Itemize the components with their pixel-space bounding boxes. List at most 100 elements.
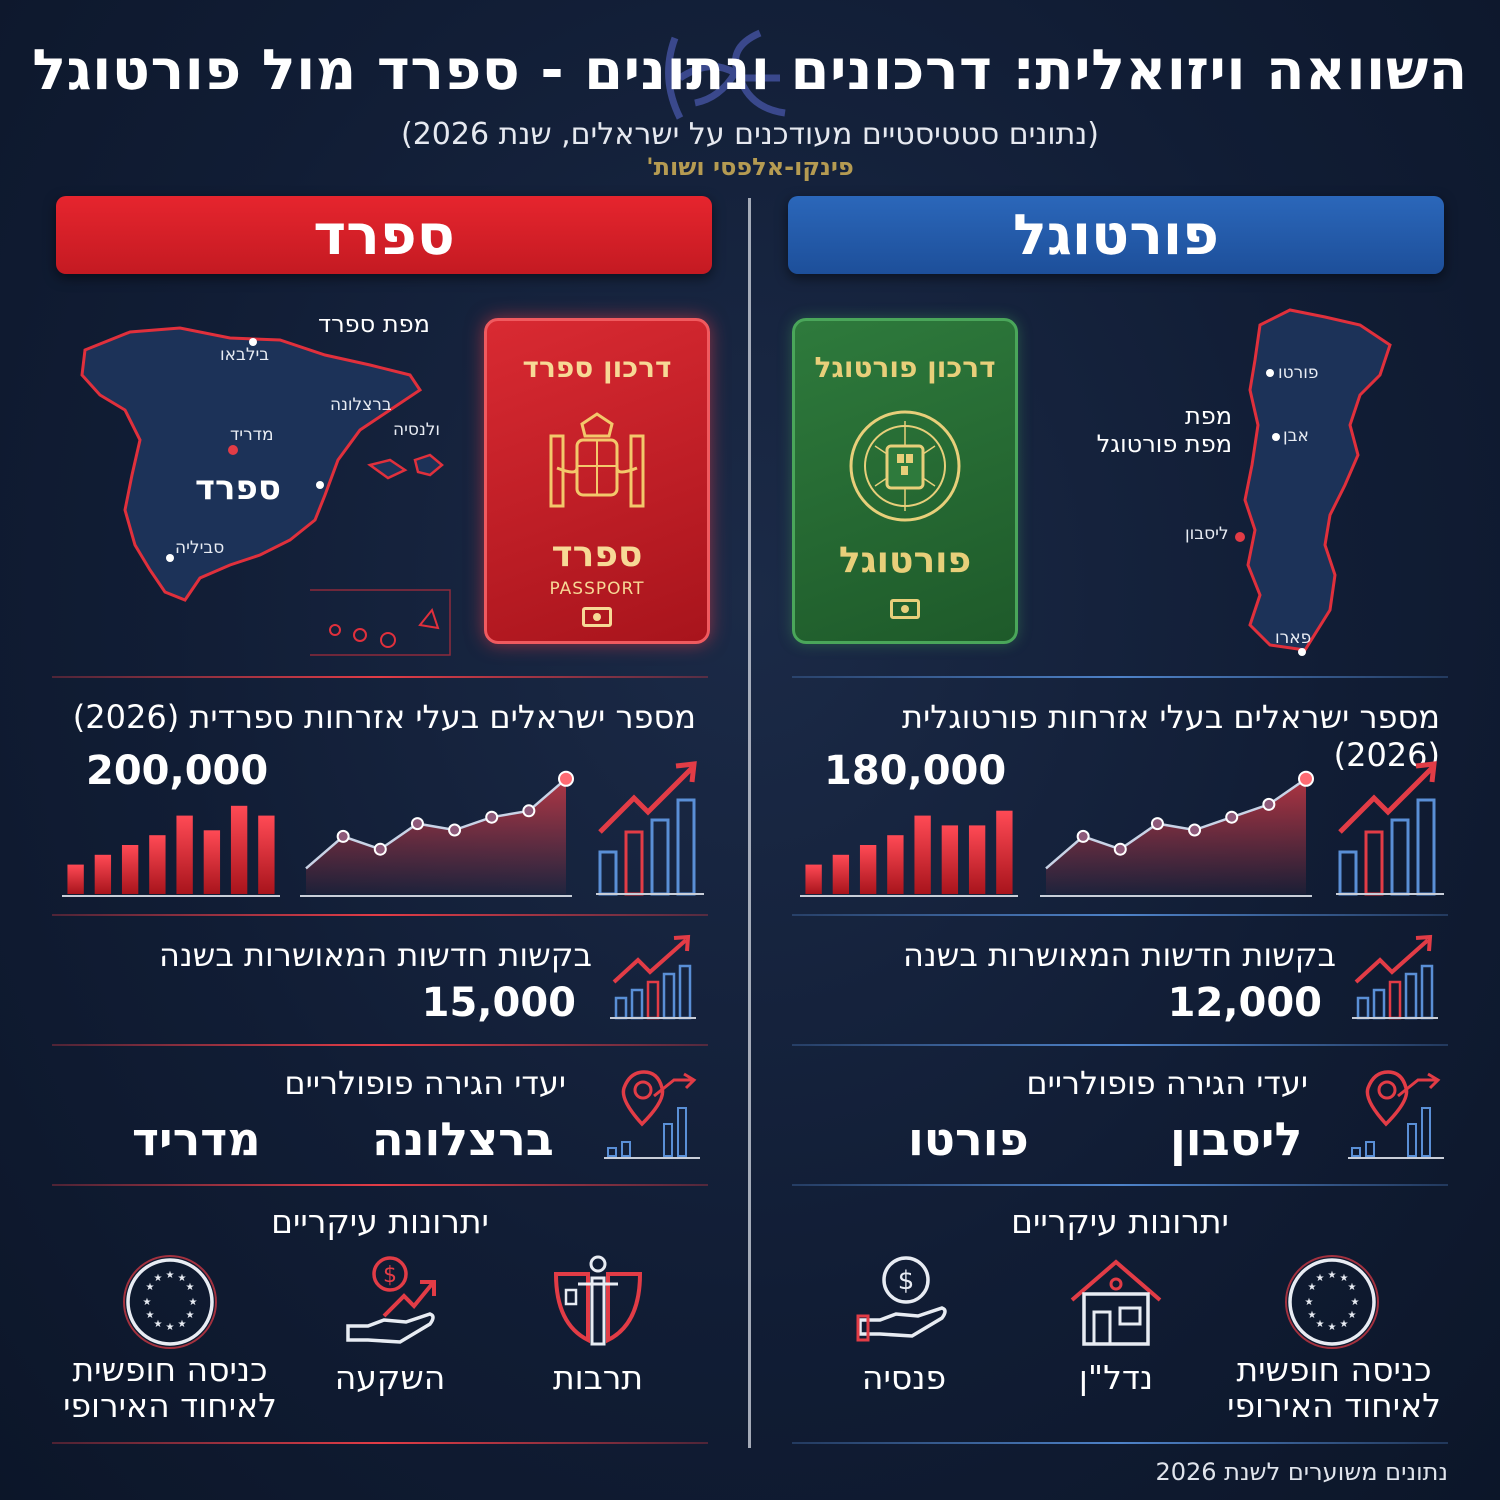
section-divider bbox=[52, 1184, 708, 1186]
eu-stars-icon: ★ ★★★ ★★★★ ★★★★ bbox=[1285, 1255, 1379, 1349]
svg-text:★: ★ bbox=[1316, 1273, 1325, 1284]
svg-text:★: ★ bbox=[143, 1297, 152, 1308]
section-divider bbox=[792, 914, 1448, 916]
portugal-city-label: ליסבון bbox=[1185, 524, 1229, 544]
chart-point bbox=[1225, 810, 1239, 824]
culture-icon bbox=[553, 1255, 643, 1346]
svg-text:★: ★ bbox=[1305, 1297, 1314, 1308]
svg-text:★: ★ bbox=[146, 1282, 155, 1293]
spain-advantage-label: השקעה bbox=[334, 1358, 446, 1397]
portugal-map-caption-line2: מפת פורטוגל bbox=[1096, 430, 1232, 458]
svg-text:★: ★ bbox=[154, 1273, 163, 1284]
spain-destinations-label: יעדי הגירה פופולריים bbox=[284, 1064, 566, 1102]
credit-text: פינקו-אלפסי ושות' bbox=[646, 153, 854, 181]
growth-chart-icon bbox=[1336, 761, 1444, 896]
spain-city-label: ברצלונה bbox=[330, 395, 392, 415]
chart-point bbox=[485, 810, 499, 824]
investment-icon: $ bbox=[346, 1256, 436, 1344]
spain-advantages-label: יתרונות עיקריים bbox=[271, 1202, 489, 1241]
section-divider bbox=[792, 1044, 1448, 1046]
portugal-destination-city: ליסבון bbox=[1170, 1112, 1303, 1166]
spain-requests-label: בקשות חדשות המאושרות בשנה bbox=[158, 936, 592, 974]
chart-bar bbox=[968, 825, 986, 894]
section-divider bbox=[52, 1044, 708, 1046]
svg-text:★: ★ bbox=[166, 1322, 175, 1333]
page-title: השוואה ויזואלית: דרכונים ונתונים - ספרד … bbox=[32, 38, 1468, 103]
svg-text:★: ★ bbox=[1348, 1310, 1357, 1321]
chart-point bbox=[336, 829, 350, 843]
portugal-advantages-label: יתרונות עיקריים bbox=[1011, 1202, 1229, 1241]
location-growth-icon bbox=[604, 1070, 700, 1159]
svg-text:$: $ bbox=[898, 1266, 915, 1296]
svg-text:★: ★ bbox=[146, 1310, 155, 1321]
spain-advantage-label: תרבות bbox=[552, 1358, 644, 1397]
portugal-city-label: אבן bbox=[1283, 426, 1309, 446]
svg-text:★: ★ bbox=[1308, 1282, 1317, 1293]
portugal-map bbox=[1235, 308, 1392, 656]
spain-destination-city: מדריד bbox=[132, 1112, 261, 1166]
section-divider bbox=[792, 1442, 1448, 1444]
spain-city-label: סביליה bbox=[175, 538, 225, 558]
svg-text:★: ★ bbox=[178, 1319, 187, 1330]
section-divider bbox=[52, 676, 708, 678]
spain-requests-value: 15,000 bbox=[421, 980, 576, 1026]
spain-city-label: ולנסיה bbox=[393, 420, 441, 440]
spain-advantage-label: כניסה חופשית לאיחוד האירופי bbox=[63, 1350, 277, 1426]
chart-area-fill bbox=[1046, 778, 1306, 894]
spain-destination-city: ברצלונה bbox=[372, 1112, 554, 1166]
chart-point bbox=[522, 804, 536, 818]
portugal-area-chart bbox=[1040, 770, 1314, 897]
spain-citizens-value: 200,000 bbox=[86, 748, 269, 794]
portugal-requests-label: בקשות חדשות המאושרות בשנה bbox=[902, 936, 1336, 974]
svg-text:$: $ bbox=[383, 1263, 397, 1288]
svg-text:★: ★ bbox=[166, 1270, 175, 1281]
svg-text:★: ★ bbox=[186, 1310, 195, 1321]
chart-bar bbox=[941, 825, 959, 894]
spain-city-label: בילבאו bbox=[220, 345, 270, 365]
chart-point bbox=[1076, 829, 1090, 843]
portugal-map-caption: מפת מפת פורטוגל bbox=[1090, 402, 1232, 458]
spain-map-name: ספרד bbox=[195, 468, 281, 508]
chart-area-fill bbox=[306, 778, 566, 894]
portugal-destinations-label: יעדי הגירה פופולריים bbox=[1026, 1064, 1308, 1102]
chart-bar bbox=[258, 815, 275, 894]
section-divider bbox=[52, 1442, 708, 1444]
chart-point bbox=[1188, 823, 1202, 837]
chart-bar bbox=[805, 864, 822, 894]
spain-coat-of-arms-icon bbox=[549, 412, 645, 508]
portugal-passport-title: דרכון פורטוגל bbox=[814, 351, 996, 384]
biometric-chip-icon bbox=[890, 599, 920, 619]
portugal-map-caption-line1: מפת bbox=[1184, 402, 1232, 430]
svg-text:★: ★ bbox=[1340, 1319, 1349, 1330]
svg-text:★: ★ bbox=[1328, 1322, 1337, 1333]
chart-point bbox=[448, 823, 462, 837]
portugal-banner: פורטוגל bbox=[788, 196, 1444, 274]
chart-point bbox=[1262, 797, 1276, 811]
chart-bar bbox=[67, 864, 84, 894]
spain-passport-title: דרכון ספרד bbox=[522, 351, 672, 384]
page-subtitle: (נתונים סטטיסטיים מעודכנים על ישראלים, ש… bbox=[400, 117, 1100, 152]
svg-text:★: ★ bbox=[1348, 1282, 1357, 1293]
chart-bar bbox=[176, 815, 193, 894]
house-icon bbox=[1070, 1259, 1162, 1346]
svg-text:★: ★ bbox=[178, 1273, 187, 1284]
spain-banner: ספרד bbox=[56, 196, 712, 274]
svg-text:★: ★ bbox=[186, 1282, 195, 1293]
biometric-chip-icon bbox=[582, 607, 612, 627]
spain-map-caption: מפת ספרד bbox=[318, 310, 430, 338]
location-growth-icon bbox=[1348, 1070, 1444, 1159]
spain-passport-sub: PASSPORT bbox=[549, 579, 645, 599]
eu-stars-icon: ★ ★★★ ★★★★ ★★★★ bbox=[123, 1255, 217, 1349]
portugal-passport: דרכון פורטוגל פורטוגל bbox=[792, 318, 1018, 644]
chart-point bbox=[558, 770, 574, 787]
svg-text:★: ★ bbox=[1328, 1270, 1337, 1281]
spain-map bbox=[80, 326, 451, 656]
center-divider bbox=[748, 198, 751, 1448]
chart-bar bbox=[121, 845, 139, 894]
section-divider bbox=[792, 676, 1448, 678]
portugal-advantage-label: כניסה חופשית לאיחוד האירופי bbox=[1227, 1350, 1441, 1426]
svg-text:★: ★ bbox=[154, 1319, 163, 1330]
chart-point bbox=[1150, 817, 1164, 831]
chart-bar bbox=[832, 854, 850, 894]
growth-chart-icon bbox=[610, 934, 696, 1020]
